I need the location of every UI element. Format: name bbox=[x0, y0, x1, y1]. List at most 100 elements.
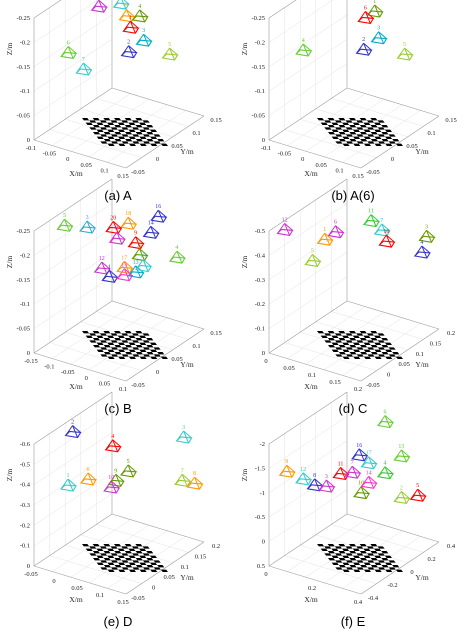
checker-square bbox=[139, 335, 147, 338]
z-tick-label: -1 bbox=[260, 490, 265, 497]
checker-square bbox=[139, 122, 147, 125]
checker-square bbox=[117, 129, 125, 132]
x-tick-label: 0 bbox=[264, 358, 267, 365]
checker-square bbox=[107, 342, 115, 345]
checker-square bbox=[384, 555, 392, 558]
camera-frustum-edge bbox=[314, 478, 323, 487]
checker-square bbox=[335, 340, 343, 343]
checker-square bbox=[153, 354, 161, 357]
checker-square bbox=[353, 356, 361, 359]
panel-c: -0.25-0.2-0.15-0.1-0.050-0.15-0.1-0.0500… bbox=[5, 178, 222, 416]
checker-square bbox=[374, 562, 382, 565]
camera-frustum-edge bbox=[286, 464, 296, 473]
checker-square bbox=[142, 347, 150, 350]
camera-frustum-edge bbox=[381, 223, 391, 232]
checker-square bbox=[157, 565, 165, 568]
camera-frustum-edge bbox=[135, 236, 144, 244]
z-tick-label: -0.5 bbox=[255, 514, 265, 521]
checker-square bbox=[342, 349, 350, 352]
checker-square bbox=[132, 134, 140, 137]
checker-square bbox=[338, 331, 346, 334]
camera-frustum-edge bbox=[194, 476, 200, 490]
checker-square bbox=[363, 122, 371, 125]
x-tick-label: 0.4 bbox=[354, 599, 363, 606]
camera-frustum-edge bbox=[417, 489, 424, 502]
grid-line bbox=[287, 93, 366, 146]
y-tick-label: 0.1 bbox=[192, 343, 200, 350]
camera-marker: 1 bbox=[59, 473, 77, 492]
checker-square bbox=[132, 340, 140, 343]
grid-line bbox=[80, 534, 173, 564]
camera-frustum-edge bbox=[135, 265, 144, 274]
checker-square bbox=[381, 565, 389, 568]
camera-frustum-edge bbox=[120, 216, 129, 228]
y-tick-label: 0.05 bbox=[171, 143, 182, 150]
camera-frustum-edge bbox=[120, 464, 129, 476]
checker-square bbox=[121, 560, 129, 563]
checker-square bbox=[135, 125, 143, 128]
z-tick-label: -0.5 bbox=[20, 461, 30, 468]
grid-line bbox=[287, 519, 366, 572]
checker-square bbox=[100, 553, 108, 556]
checker-square bbox=[367, 567, 375, 570]
camera-frustum-edge bbox=[80, 472, 89, 484]
z-tick-label: -0.1 bbox=[20, 88, 30, 95]
y-tick-label: -0.05 bbox=[131, 382, 145, 389]
z-axis-label: Z/m bbox=[5, 256, 14, 269]
checker-square bbox=[128, 548, 136, 551]
camera-frustum-edge bbox=[363, 42, 372, 51]
checker-square bbox=[131, 120, 139, 123]
camera-marker: 10 bbox=[352, 481, 371, 500]
checker-square bbox=[143, 141, 151, 144]
camera-frustum-edge bbox=[83, 62, 92, 71]
camera-frustum-base bbox=[327, 231, 345, 239]
checker-square bbox=[153, 567, 161, 570]
y-tick-label: 0.1 bbox=[181, 564, 189, 571]
checker-square bbox=[103, 125, 111, 128]
checker-square bbox=[385, 143, 393, 146]
checker-square bbox=[342, 129, 350, 132]
checker-square bbox=[356, 120, 364, 123]
checker-square bbox=[356, 354, 364, 357]
checker-square bbox=[360, 352, 368, 355]
checker-square bbox=[96, 342, 104, 345]
checker-square bbox=[107, 555, 115, 558]
checker-square bbox=[89, 120, 97, 123]
camera-frustum-edge bbox=[351, 465, 361, 474]
camera-marker: 18 bbox=[120, 211, 138, 230]
camera-frustum-edge bbox=[169, 250, 178, 262]
camera-marker: 5 bbox=[161, 42, 179, 61]
camera-frustum-edge bbox=[115, 474, 122, 487]
checker-square bbox=[100, 134, 108, 137]
checker-square bbox=[377, 553, 385, 556]
checker-square bbox=[100, 567, 108, 570]
checker-square bbox=[359, 551, 367, 554]
camera-frustum-edge bbox=[426, 230, 432, 243]
grid-line bbox=[268, 416, 348, 469]
camera-frustum-edge bbox=[169, 47, 178, 56]
checker-square bbox=[353, 569, 361, 572]
camera-frustum-edge bbox=[113, 0, 120, 8]
checker-square bbox=[378, 141, 386, 144]
camera-frustum-edge bbox=[365, 11, 374, 19]
checker-square bbox=[157, 352, 165, 355]
z-tick-label: -0.2 bbox=[20, 39, 30, 46]
camera-frustum-edge bbox=[307, 478, 316, 490]
checker-square bbox=[388, 567, 396, 570]
camera-frustum-edge bbox=[75, 62, 84, 74]
x-tick-label: 0.05 bbox=[99, 380, 110, 387]
checker-square bbox=[328, 558, 336, 561]
checker-square bbox=[353, 349, 361, 352]
camera-frustum-edge bbox=[358, 448, 365, 461]
checker-square bbox=[124, 338, 132, 341]
x-axis-label: X/m bbox=[69, 595, 83, 604]
checker-square bbox=[142, 340, 150, 343]
camera-frustum-base bbox=[378, 240, 396, 248]
camera-frustum-edge bbox=[86, 220, 93, 234]
z-tick-label: -0.2 bbox=[255, 39, 265, 46]
x-tick-label: -0.1 bbox=[261, 145, 271, 152]
checker-square bbox=[377, 120, 385, 123]
checker-square bbox=[388, 354, 396, 357]
checker-square bbox=[342, 356, 350, 359]
y-tick-label: 0.15 bbox=[210, 330, 221, 337]
